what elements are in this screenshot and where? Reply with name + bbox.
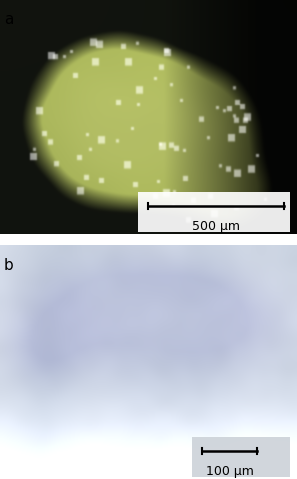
Bar [192, 437, 290, 477]
Text: 500 μm: 500 μm [192, 220, 240, 233]
Bar [138, 192, 290, 232]
Text: b: b [4, 258, 14, 273]
Text: 100 μm: 100 μm [206, 466, 253, 479]
Text: a: a [4, 12, 13, 27]
